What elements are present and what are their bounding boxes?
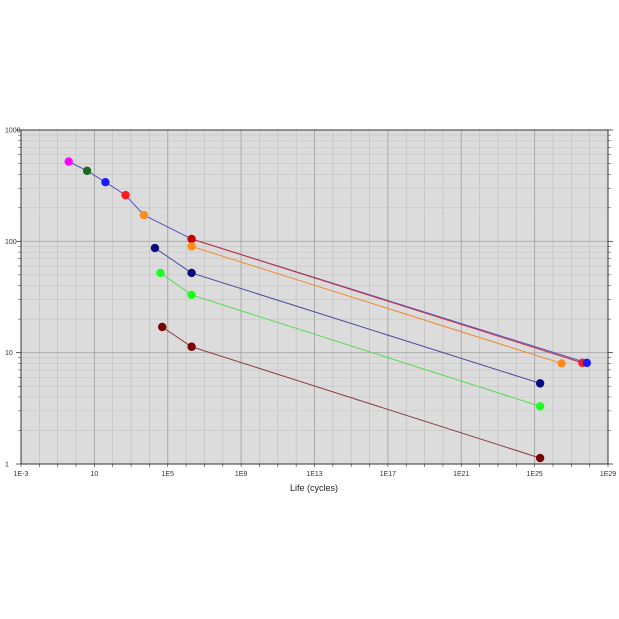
y-tick-label: 10 (5, 350, 13, 357)
y-tick-labels: 1 10 100 1000 (5, 128, 21, 469)
data-point (582, 358, 592, 368)
data-point (187, 234, 196, 244)
x-tick-label: 1E25 (526, 471, 542, 478)
data-point (187, 242, 196, 251)
data-point (187, 342, 196, 351)
series-line (191, 245, 562, 364)
y-tick-label: 1000 (5, 128, 21, 135)
data-point (121, 190, 130, 200)
x-tick-label: 1E9 (235, 471, 248, 478)
data-point (139, 210, 149, 220)
x-tick-label: 1E13 (306, 471, 322, 478)
data-point (557, 359, 566, 368)
data-point (158, 322, 167, 332)
x-tick-labels: 1E-3 10 1E5 1E9 1E13 1E17 1E21 1E25 1E29 (14, 471, 617, 478)
data-point (156, 268, 165, 278)
x-tick-label: 1E-3 (14, 471, 29, 478)
x-axis-title: Life (cycles) (290, 483, 338, 493)
y-tick-label: 1 (5, 462, 9, 469)
data-point (187, 290, 196, 300)
x-tick-label: 1E29 (600, 471, 616, 478)
x-tick-label: 1E17 (380, 471, 396, 478)
data-point (535, 402, 545, 411)
x-tick-label: 10 (90, 471, 98, 478)
data-point (535, 379, 545, 388)
data-point (64, 157, 73, 166)
x-tick-label: 1E21 (453, 471, 469, 478)
data-point (82, 166, 92, 176)
series-line (191, 238, 583, 364)
x-tick-label: 1E5 (162, 471, 175, 478)
data-point (535, 453, 545, 463)
data-point (187, 268, 196, 278)
tick-marks (16, 129, 613, 467)
series-markers (64, 157, 592, 463)
data-point (101, 177, 110, 187)
data-point (150, 243, 160, 253)
y-tick-label: 100 (5, 239, 17, 246)
